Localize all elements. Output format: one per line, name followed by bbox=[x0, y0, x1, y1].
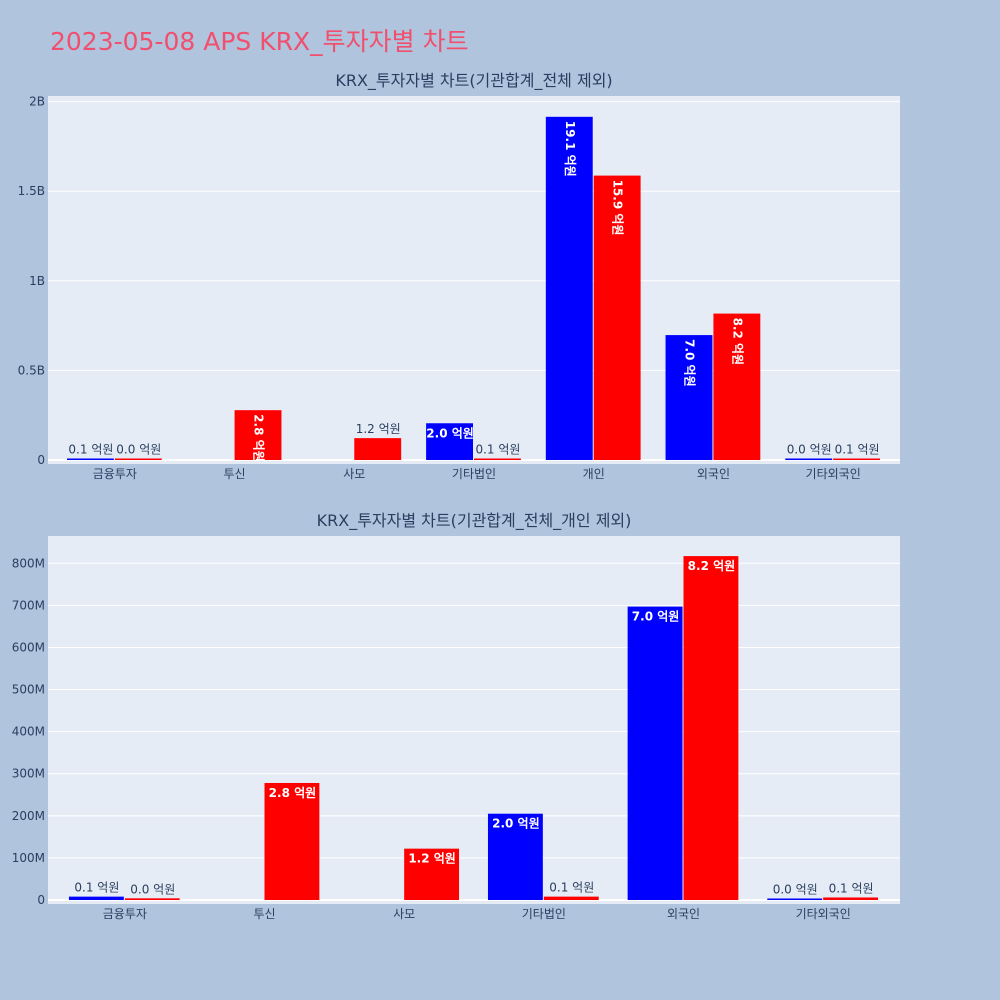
data-label: 0.1 억원 bbox=[68, 443, 113, 457]
bar bbox=[114, 458, 162, 460]
data-label: 0.1 억원 bbox=[475, 443, 520, 457]
bar bbox=[124, 898, 180, 900]
y-tick-label: 0 bbox=[37, 453, 45, 467]
x-tick-label: 기타법인 bbox=[522, 907, 566, 921]
y-tick-label: 200M bbox=[12, 809, 45, 823]
bar bbox=[234, 410, 282, 460]
data-label: 0.0 억원 bbox=[130, 882, 175, 896]
y-tick-label: 400M bbox=[12, 725, 45, 739]
y-tick-label: 700M bbox=[12, 598, 45, 612]
bar bbox=[404, 848, 460, 900]
bar bbox=[833, 458, 881, 460]
bar bbox=[593, 175, 641, 460]
bar bbox=[354, 438, 402, 460]
y-tick-label: 1B bbox=[29, 274, 45, 288]
y-tick-label: 800M bbox=[12, 556, 45, 570]
x-tick-label: 투신 bbox=[224, 467, 246, 481]
chart-title: KRX_투자자별 차트(기관합계_전체_개인 제외) bbox=[317, 511, 632, 531]
chart-investor-bottom: KRX_투자자별 차트(기관합계_전체_개인 제외) 0 100M 200M 300M 4… bbox=[12, 511, 900, 921]
bar bbox=[474, 458, 521, 460]
bar bbox=[264, 782, 320, 900]
x-tick-label: 기타법인 bbox=[452, 467, 496, 481]
bar bbox=[487, 813, 543, 900]
y-tick-label: 500M bbox=[12, 683, 45, 697]
y-tick-label: 2B bbox=[29, 95, 45, 109]
bar bbox=[785, 458, 833, 460]
x-tick-label: 외국인 bbox=[667, 907, 700, 921]
y-tick-label: 600M bbox=[12, 640, 45, 654]
bar bbox=[545, 116, 593, 460]
data-label: 0.1 억원 bbox=[549, 881, 594, 895]
x-tick-label: 기타외국인 bbox=[796, 907, 851, 921]
chart-title: KRX_투자자별 차트(기관합계_전체 제외) bbox=[335, 71, 612, 91]
chart-investor-top: KRX_투자자별 차트(기관합계_전체 제외) 0 0.5B 1B 1.5B 2B 금융투자… bbox=[18, 71, 900, 481]
bar bbox=[713, 313, 761, 460]
data-label: 0.0 억원 bbox=[116, 443, 161, 457]
x-tick-label: 사모 bbox=[343, 467, 365, 481]
bar bbox=[66, 458, 114, 460]
bar bbox=[767, 898, 823, 900]
data-label: 8.2 억원 bbox=[688, 559, 736, 573]
x-tick-label: 금융투자 bbox=[93, 467, 137, 481]
y-tick-label: 300M bbox=[12, 767, 45, 781]
data-label: 0.1 억원 bbox=[74, 881, 119, 895]
y-tick-label: 100M bbox=[12, 851, 45, 865]
data-label: 2.0 억원 bbox=[492, 817, 540, 831]
bar bbox=[823, 897, 879, 900]
bar bbox=[426, 423, 473, 460]
data-label: 8.2 억원 bbox=[730, 318, 744, 366]
data-label: 2.8 억원 bbox=[269, 786, 317, 800]
data-label: 2.0 억원 bbox=[426, 426, 474, 440]
bar bbox=[543, 896, 599, 900]
data-label: 0.0 억원 bbox=[773, 883, 818, 897]
x-tick-label: 개인 bbox=[583, 467, 605, 481]
x-tick-label: 외국인 bbox=[697, 467, 730, 481]
data-label: 7.0 억원 bbox=[682, 339, 696, 387]
data-label: 2.8 억원 bbox=[252, 414, 266, 462]
bar bbox=[627, 606, 683, 900]
plot-area bbox=[48, 536, 900, 904]
data-label: 19.1 억원 bbox=[563, 121, 577, 177]
page-title: 2023-05-08 APS KRX_투자자별 차트 bbox=[50, 27, 469, 56]
data-label: 1.2 억원 bbox=[408, 852, 456, 866]
x-tick-label: 기타외국인 bbox=[806, 467, 861, 481]
y-tick-label: 1.5B bbox=[18, 184, 45, 198]
data-label: 1.2 억원 bbox=[356, 422, 401, 436]
y-tick-label: 0 bbox=[37, 893, 45, 907]
x-tick-label: 사모 bbox=[393, 907, 415, 921]
data-label: 0.1 억원 bbox=[835, 443, 880, 457]
data-label: 0.1 억원 bbox=[829, 881, 874, 895]
bar bbox=[68, 896, 124, 900]
data-label: 0.0 억원 bbox=[787, 443, 832, 457]
data-label: 7.0 억원 bbox=[632, 610, 680, 624]
bar bbox=[683, 556, 739, 900]
x-tick-label: 투신 bbox=[253, 907, 275, 921]
x-tick-label: 금융투자 bbox=[103, 907, 147, 921]
y-tick-label: 0.5B bbox=[18, 363, 45, 377]
bar bbox=[665, 335, 713, 460]
plot-area bbox=[48, 96, 900, 464]
data-label: 15.9 억원 bbox=[611, 180, 625, 236]
